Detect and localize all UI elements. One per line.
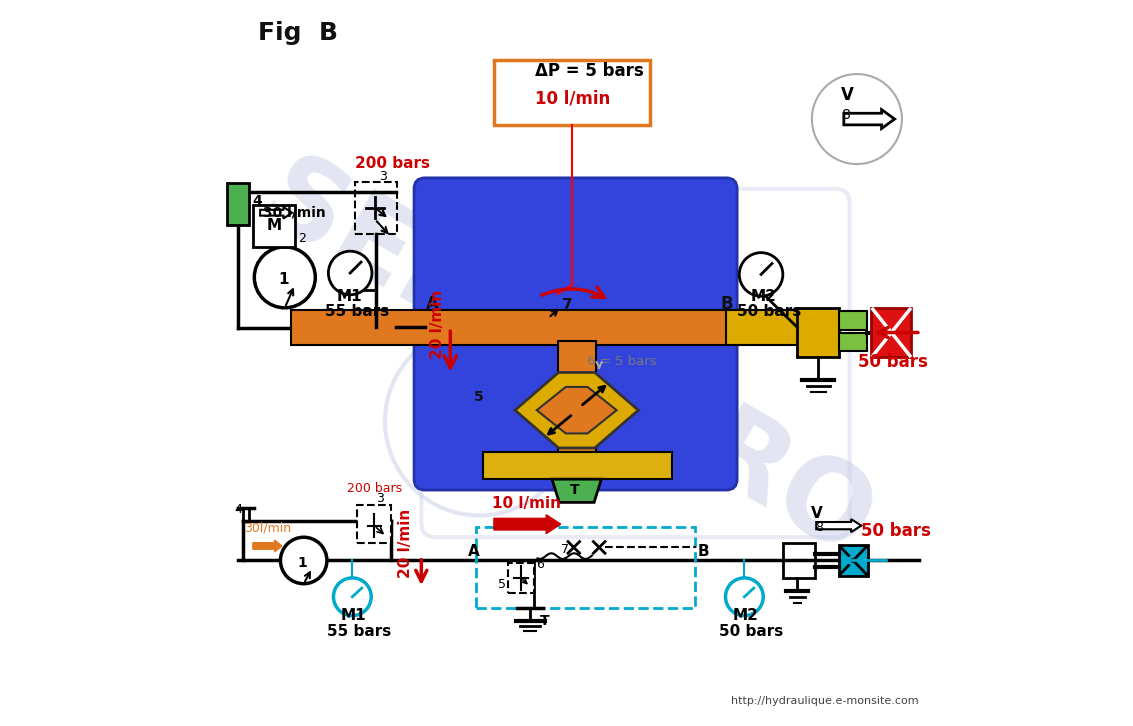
Text: V: V	[810, 506, 823, 521]
Text: 7: 7	[562, 298, 573, 313]
Bar	[253, 205, 295, 247]
Text: 6 = 5 bars: 6 = 5 bars	[587, 355, 656, 368]
Text: M: M	[266, 219, 281, 233]
Bar	[840, 311, 867, 330]
Text: 55 bars: 55 bars	[325, 303, 390, 319]
Bar	[228, 183, 249, 225]
Text: 8: 8	[842, 108, 851, 122]
Text: 3: 3	[380, 170, 387, 183]
Text: M2: M2	[750, 289, 776, 304]
Text: 1: 1	[278, 272, 289, 287]
Bar	[798, 308, 840, 357]
Bar	[838, 544, 868, 576]
Text: 50 bars: 50 bars	[719, 624, 783, 639]
Text: ΔP = 5 bars: ΔP = 5 bars	[535, 62, 644, 80]
Bar	[291, 310, 738, 345]
Text: http://hydraulique.e-monsite.com: http://hydraulique.e-monsite.com	[731, 696, 919, 706]
Text: 200 bars: 200 bars	[355, 156, 429, 171]
Text: 10 l/min: 10 l/min	[535, 89, 611, 107]
Circle shape	[281, 537, 327, 584]
Text: M1: M1	[341, 608, 366, 623]
Text: 50 bars: 50 bars	[861, 522, 930, 540]
FancyArrow shape	[494, 515, 561, 534]
Text: 5: 5	[474, 390, 484, 404]
Bar	[509, 563, 534, 593]
Text: 55 bars: 55 bars	[327, 624, 391, 639]
Text: 4: 4	[235, 503, 241, 516]
Text: B: B	[721, 295, 733, 313]
Circle shape	[254, 247, 315, 308]
FancyArrow shape	[816, 519, 861, 532]
Text: 30l/min: 30l/min	[244, 521, 291, 534]
Polygon shape	[516, 372, 638, 448]
Text: 10 l/min: 10 l/min	[493, 496, 562, 511]
Text: T: T	[539, 614, 550, 628]
Circle shape	[740, 253, 783, 296]
Text: 20 l/min: 20 l/min	[431, 290, 445, 359]
Text: 8: 8	[816, 521, 824, 534]
Polygon shape	[552, 479, 602, 502]
Text: 20 l/min: 20 l/min	[398, 509, 414, 578]
Circle shape	[329, 251, 372, 295]
Text: 30 l/min: 30 l/min	[263, 205, 326, 219]
Text: 1: 1	[297, 555, 307, 570]
Text: 7: 7	[561, 543, 569, 556]
Bar	[483, 452, 672, 479]
Bar	[357, 505, 391, 543]
Bar	[871, 308, 911, 357]
Bar	[783, 543, 815, 578]
Text: 6: 6	[536, 558, 544, 571]
Text: M1: M1	[338, 288, 363, 303]
Text: 2: 2	[298, 232, 306, 245]
Text: 50 bars: 50 bars	[859, 354, 928, 372]
FancyBboxPatch shape	[414, 178, 738, 490]
FancyArrow shape	[844, 110, 895, 129]
Circle shape	[333, 578, 372, 616]
Text: 3: 3	[376, 492, 384, 505]
Text: A: A	[426, 295, 440, 313]
Text: T: T	[570, 483, 579, 497]
FancyArrow shape	[253, 540, 282, 552]
FancyArrow shape	[261, 207, 292, 219]
Text: 50 bars: 50 bars	[738, 303, 801, 319]
Bar	[726, 310, 832, 345]
Bar	[355, 182, 397, 234]
Text: Fig  B: Fig B	[258, 21, 338, 45]
Text: M2: M2	[733, 608, 759, 623]
FancyBboxPatch shape	[494, 60, 650, 125]
Text: 200 bars: 200 bars	[347, 481, 402, 494]
Text: A: A	[468, 544, 479, 559]
Bar	[840, 333, 867, 351]
Bar	[557, 341, 596, 479]
Bar	[476, 527, 695, 608]
Text: V: V	[841, 86, 854, 105]
Text: 4: 4	[253, 194, 263, 208]
Text: SEBHYDRO: SEBHYDRO	[242, 145, 891, 581]
Polygon shape	[537, 387, 616, 433]
Text: B: B	[697, 544, 709, 559]
Circle shape	[725, 578, 764, 616]
Text: ©: ©	[452, 394, 508, 448]
Text: 5: 5	[499, 578, 506, 591]
